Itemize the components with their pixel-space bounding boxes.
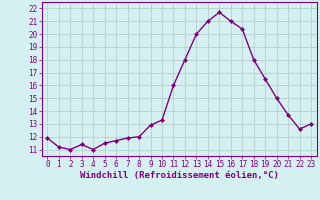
X-axis label: Windchill (Refroidissement éolien,°C): Windchill (Refroidissement éolien,°C) [80, 171, 279, 180]
